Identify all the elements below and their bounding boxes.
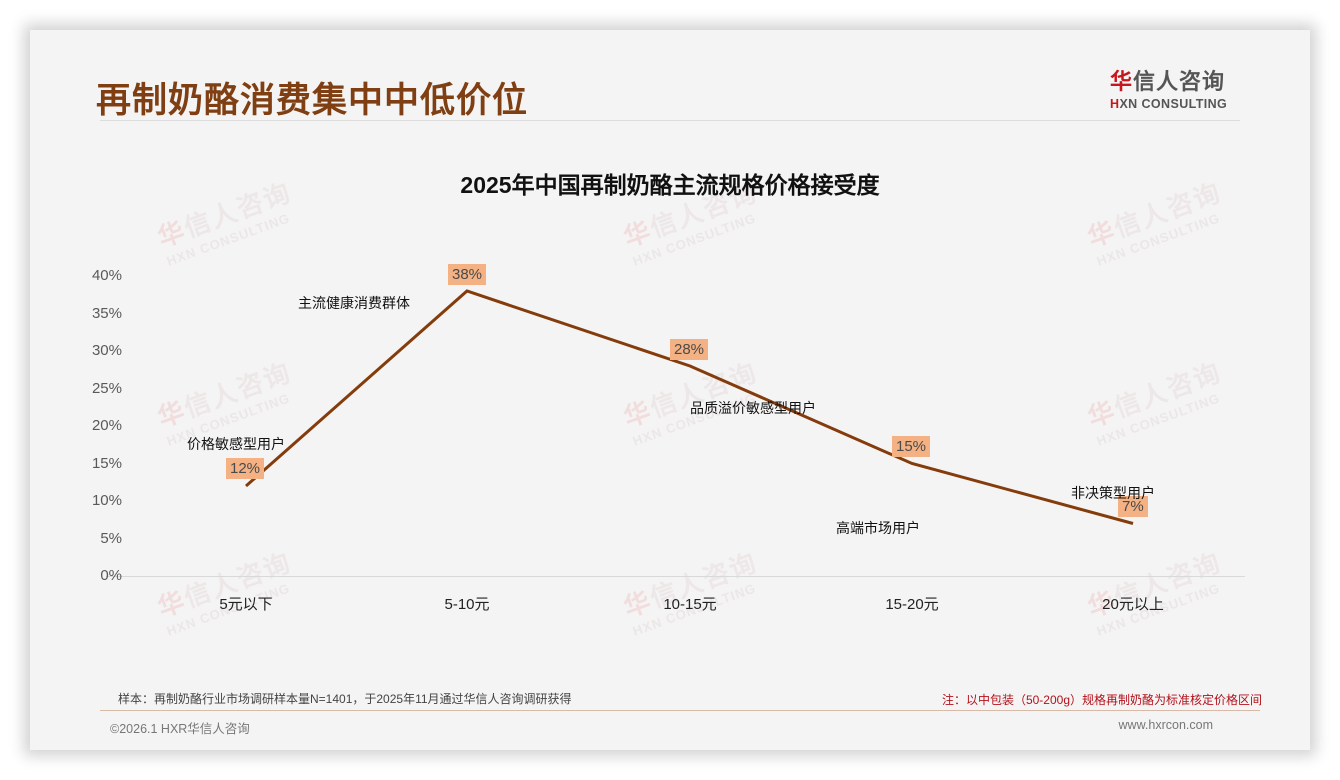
y-tick-label: 20%	[91, 417, 122, 434]
segment-annotation: 价格敏感型用户	[187, 436, 285, 452]
data-label: 12%	[226, 458, 265, 479]
data-label: 7%	[1118, 496, 1148, 517]
price-note: 注：以中包装（50-200g）规格再制奶酪为标准核定价格区间	[941, 693, 1262, 707]
logo-en-text: HXN CONSULTING	[1110, 97, 1228, 111]
page-title: 再制奶酪消费集中中低价位	[96, 81, 529, 120]
y-tick-label: 10%	[91, 492, 122, 509]
segment-annotation: 品质溢价敏感型用户	[690, 400, 816, 416]
y-tick-label: 15%	[91, 454, 122, 472]
y-tick-label: 40%	[91, 267, 122, 284]
footer-divider	[100, 710, 1260, 711]
copyright: ©2026.1 HXR华信人咨询	[110, 722, 250, 736]
y-tick-label: 35%	[91, 304, 122, 322]
segment-annotation: 主流健康消费群体	[298, 295, 410, 311]
y-tick-label: 30%	[91, 342, 122, 359]
series-line	[245, 289, 1134, 525]
company-logo: 华信人咨询 HXN CONSULTING	[1110, 64, 1250, 111]
line-chart	[106, 289, 1245, 577]
x-tick-label: 20元以上	[1102, 596, 1164, 613]
data-label: 15%	[892, 436, 931, 457]
x-tick-label: 15-20元	[885, 596, 939, 613]
y-tick-label: 5%	[100, 529, 122, 547]
logo-cn-text: 华信人咨询	[1110, 69, 1226, 94]
website-link[interactable]: www.hxrcon.com	[1118, 718, 1213, 732]
sample-note: 样本：再制奶酪行业市场调研样本量N=1401，于2025年11月通过华信人咨询调…	[118, 692, 572, 706]
x-tick-label: 10-15元	[663, 596, 717, 613]
x-tick-label: 5-10元	[444, 596, 490, 613]
segment-annotation: 非决策型用户	[1071, 485, 1155, 501]
chart-title: 2025年中国再制奶酪主流规格价格接受度	[460, 172, 880, 198]
data-label: 38%	[448, 264, 487, 285]
y-tick-label: 0%	[100, 567, 122, 584]
y-tick-label: 25%	[91, 379, 122, 397]
data-label: 28%	[670, 339, 709, 360]
x-tick-label: 5元以下	[219, 596, 273, 613]
segment-annotation: 高端市场用户	[836, 520, 920, 536]
slide: 再制奶酪消费集中中低价位 华信人咨询 HXN CONSULTING 华信人咨询 H…	[30, 30, 1310, 750]
title-divider	[100, 120, 1240, 121]
